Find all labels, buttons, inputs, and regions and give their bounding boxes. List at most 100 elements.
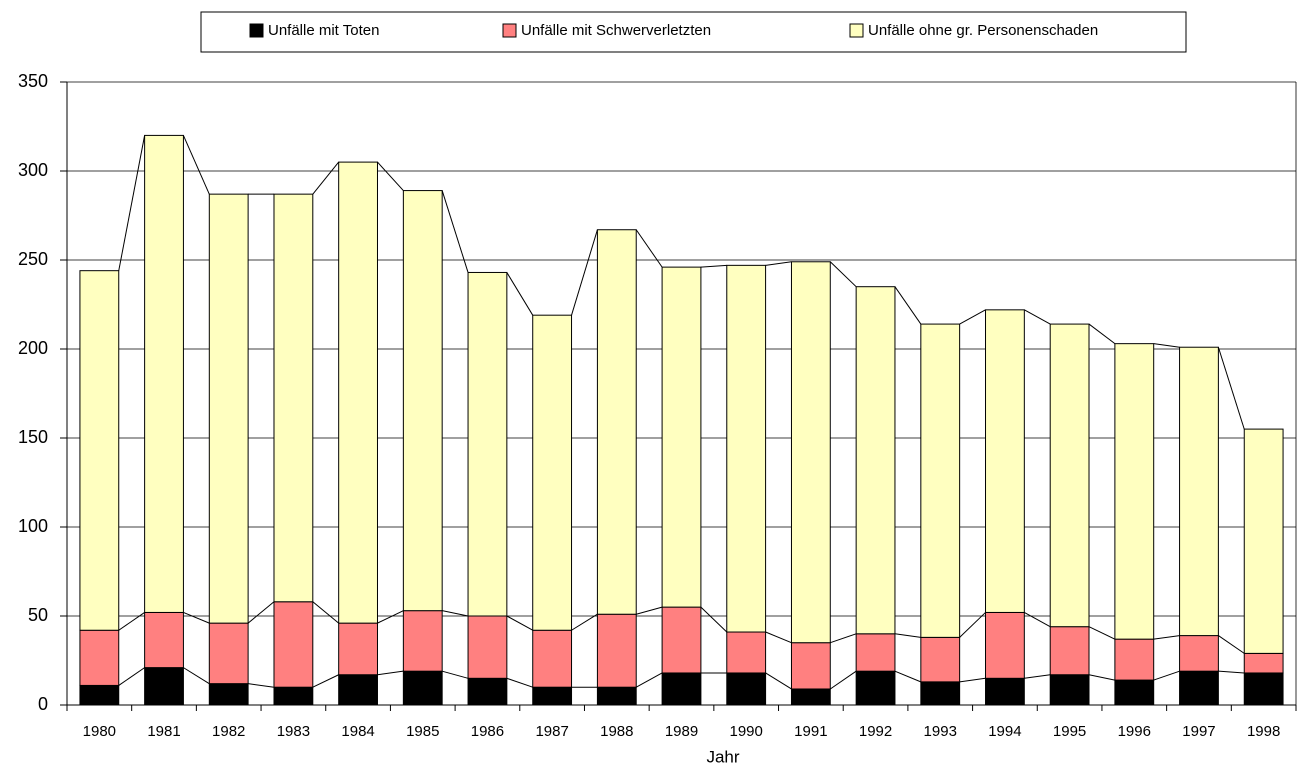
legend-marker bbox=[502, 23, 517, 38]
series-line bbox=[765, 631, 792, 644]
bar-segment bbox=[532, 686, 573, 706]
bar-segment bbox=[1179, 346, 1219, 637]
x-tick-label: 1992 bbox=[859, 723, 892, 740]
bar-segment bbox=[1049, 323, 1090, 628]
series-line bbox=[1217, 347, 1245, 430]
bar-segment bbox=[273, 686, 314, 706]
series-line bbox=[635, 672, 663, 688]
series-line bbox=[959, 309, 986, 325]
x-tick-label: 1991 bbox=[794, 723, 827, 740]
series-line bbox=[765, 672, 792, 690]
series-line bbox=[506, 677, 533, 688]
bar-segment bbox=[855, 670, 896, 706]
bar-segment bbox=[661, 672, 702, 706]
series-line bbox=[829, 261, 857, 288]
y-tick-label: 300 bbox=[18, 160, 48, 180]
bar-segment bbox=[532, 314, 573, 631]
legend-label: Unfälle mit Schwerverletzten bbox=[521, 22, 711, 39]
bar-segment bbox=[1049, 626, 1090, 676]
bar-segment bbox=[402, 190, 443, 612]
bar-segment bbox=[726, 631, 767, 674]
series-line bbox=[506, 615, 533, 631]
y-tick-label: 150 bbox=[18, 427, 48, 447]
y-tick-label: 250 bbox=[18, 249, 48, 269]
bar-segment bbox=[726, 264, 767, 633]
bar-segment bbox=[596, 686, 637, 706]
bar-segment bbox=[596, 613, 637, 688]
bar-segment bbox=[596, 229, 637, 615]
bar-segment bbox=[790, 642, 831, 690]
series-line bbox=[441, 190, 469, 273]
series-line bbox=[830, 633, 857, 644]
series-line bbox=[1024, 309, 1051, 325]
bar-segment bbox=[402, 610, 443, 672]
bar-segment bbox=[1243, 672, 1284, 706]
bar-segment bbox=[1179, 635, 1219, 672]
bar-segment bbox=[467, 677, 508, 706]
x-tick-label: 1989 bbox=[665, 723, 698, 740]
series-line bbox=[959, 677, 986, 683]
series-line bbox=[118, 135, 146, 271]
bar-segment bbox=[208, 683, 249, 706]
bar-segment bbox=[1114, 343, 1155, 640]
bar-segment bbox=[208, 193, 249, 624]
series-line bbox=[1153, 635, 1180, 640]
series-line bbox=[571, 613, 598, 631]
series-line bbox=[1088, 674, 1115, 681]
series-line bbox=[183, 667, 210, 685]
series-line bbox=[248, 683, 275, 688]
x-tick-label: 1982 bbox=[212, 723, 245, 740]
bar-segment bbox=[985, 309, 1025, 613]
x-tick-label: 1995 bbox=[1053, 723, 1086, 740]
bar-segment bbox=[79, 684, 120, 706]
y-tick-label: 0 bbox=[38, 694, 48, 714]
series-line bbox=[894, 633, 921, 638]
bar-segment bbox=[144, 667, 184, 706]
series-line bbox=[506, 272, 534, 316]
x-tick-label: 1996 bbox=[1118, 723, 1151, 740]
series-line bbox=[377, 610, 404, 624]
bar-segment bbox=[1049, 674, 1090, 706]
bar-segment bbox=[402, 670, 443, 706]
bar-segment bbox=[273, 193, 314, 603]
series-line bbox=[571, 229, 598, 316]
bar-segment bbox=[338, 622, 378, 676]
series-line bbox=[959, 612, 986, 638]
legend-marker bbox=[249, 23, 264, 38]
series-line bbox=[894, 286, 922, 325]
bar-segment bbox=[208, 622, 249, 685]
series-line bbox=[377, 161, 404, 191]
bar-segment bbox=[855, 633, 896, 672]
x-tick-label: 1988 bbox=[600, 723, 633, 740]
bar-segment bbox=[1243, 652, 1284, 674]
series-line bbox=[312, 601, 339, 624]
series-line bbox=[1088, 323, 1116, 345]
series-line bbox=[182, 135, 210, 195]
bar-segment bbox=[855, 286, 896, 635]
series-line bbox=[635, 229, 663, 268]
x-tick-label: 1993 bbox=[924, 723, 957, 740]
series-line bbox=[183, 611, 210, 624]
x-tick-label: 1987 bbox=[535, 723, 568, 740]
bar-segment bbox=[985, 677, 1025, 706]
x-tick-label: 1997 bbox=[1182, 723, 1215, 740]
x-tick-label: 1980 bbox=[83, 723, 116, 740]
bar-segment bbox=[79, 629, 120, 686]
bar-segment bbox=[1243, 428, 1284, 654]
y-tick-label: 200 bbox=[18, 338, 48, 358]
x-tick-label: 1994 bbox=[988, 723, 1021, 740]
bar-segment bbox=[79, 270, 120, 631]
legend-label: Unfälle mit Toten bbox=[268, 22, 379, 39]
bar-segment bbox=[467, 615, 508, 679]
series-line bbox=[765, 261, 792, 266]
series-line bbox=[442, 610, 469, 617]
bar-segment bbox=[338, 674, 378, 706]
series-line bbox=[247, 601, 275, 624]
bar-segment bbox=[338, 161, 378, 624]
series-line bbox=[894, 670, 922, 683]
series-line bbox=[312, 161, 340, 195]
y-tick-label: 50 bbox=[28, 605, 48, 625]
series-line bbox=[1153, 670, 1180, 681]
series-line bbox=[1153, 343, 1180, 348]
